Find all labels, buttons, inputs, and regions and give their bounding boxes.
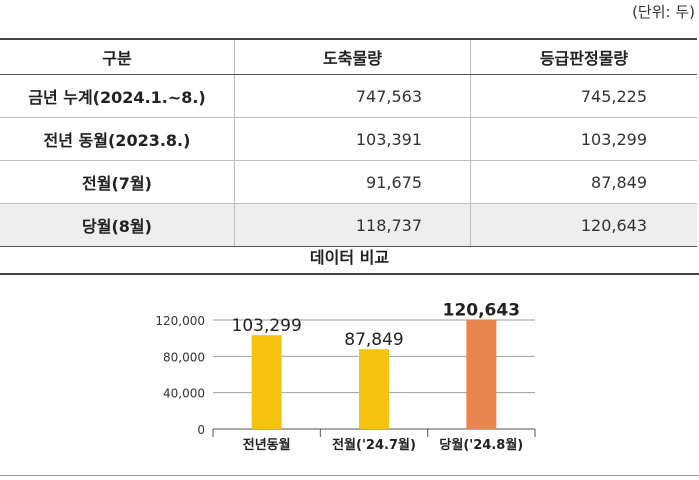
chart-section-title: 데이터 비교	[0, 243, 699, 275]
slaughter-value: 91,675	[234, 160, 471, 204]
header-graded: 등급판정물량	[470, 38, 697, 75]
data-label: 120,643	[443, 300, 520, 320]
table-row: 전년 동월(2023.8.) 103,391 103,299	[0, 117, 697, 161]
bottom-divider	[0, 475, 699, 476]
row-label: 당월(8월)	[0, 203, 235, 247]
y-tick-label: 80,000	[163, 350, 205, 364]
x-category-label: 전년동월	[243, 437, 291, 453]
bar	[359, 349, 389, 429]
y-tick-label: 0	[197, 423, 205, 437]
comparison-chart: 0 40,000 80,000 120,000 103,299 전년동월 87,849 전월(…	[0, 276, 699, 476]
header-slaughter: 도축물량	[234, 38, 471, 75]
graded-value: 103,299	[470, 117, 697, 161]
bar	[466, 319, 497, 429]
x-category-label: 전월('24.7월)	[332, 437, 416, 453]
slaughter-value: 103,391	[234, 117, 471, 161]
graded-value: 87,849	[470, 160, 697, 204]
bar	[251, 335, 282, 429]
data-label: 87,849	[344, 330, 403, 350]
table-row: 금년 누계(2024.1.~8.) 747,563 745,225	[0, 74, 697, 118]
bar-chart-svg: 0 40,000 80,000 120,000 103,299 전년동월 87,849 전월(…	[155, 300, 536, 453]
row-label: 전월(7월)	[0, 160, 235, 204]
y-tick-label: 120,000	[155, 314, 205, 328]
graded-value: 745,225	[470, 74, 697, 118]
slaughter-value: 118,737	[234, 203, 471, 247]
row-label: 전년 동월(2023.8.)	[0, 117, 235, 161]
row-label: 금년 누계(2024.1.~8.)	[0, 74, 235, 118]
unit-note: (단위: 두)	[632, 3, 695, 21]
graded-value: 120,643	[470, 203, 697, 247]
table-row-current-month: 당월(8월) 118,737 120,643	[0, 203, 697, 247]
data-label: 103,299	[232, 316, 302, 336]
x-category-label: 당월('24.8월)	[439, 437, 523, 453]
slaughter-value: 747,563	[234, 74, 471, 118]
header-category: 구분	[0, 38, 235, 75]
table-header-row: 구분 도축물량 등급판정물량	[0, 38, 697, 75]
slaughter-data-table: 구분 도축물량 등급판정물량 금년 누계(2024.1.~8.) 747,563…	[0, 38, 697, 247]
y-tick-label: 40,000	[163, 387, 205, 401]
table-row: 전월(7월) 91,675 87,849	[0, 160, 697, 204]
